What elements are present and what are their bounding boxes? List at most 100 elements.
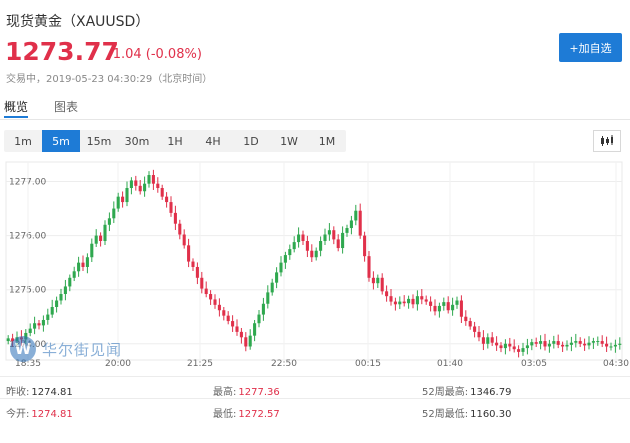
candle-body [116,196,120,209]
interval-4h[interactable]: 4H [205,134,221,148]
candle-body [305,241,309,251]
stat-value: 1277.36 [238,387,280,398]
chart-type-button[interactable] [593,130,621,152]
x-tick-label: 22:50 [271,359,297,369]
x-tick-label: 00:15 [355,359,381,369]
candle-body [226,315,230,322]
candle-body [301,234,305,242]
interval-selector: 1m 5m 15m 30m 1H 4H 1D 1W 1M [4,130,346,152]
candle-body [367,256,371,278]
candle-body [393,301,397,305]
candle-body [169,202,173,213]
interval-1m[interactable]: 1m [14,134,32,148]
watermark-logo: W 华尔街见闻 [10,336,122,362]
candle-body [217,304,221,311]
candle-body [200,277,204,289]
candle-body [583,343,587,346]
candle-body [486,337,490,344]
candle-body [574,341,578,343]
tab-overview[interactable]: 概览 [4,100,29,114]
candle-body [165,196,169,203]
interval-1mo[interactable]: 1M [318,134,336,148]
candle-body [50,306,54,315]
candle-body [402,301,406,304]
candle-body [490,337,494,343]
candle-body [503,343,507,349]
candle-body [451,304,455,311]
candle-body [539,341,543,344]
candle-body [407,298,411,304]
stat-52w-low: 52周最低: 1160.30 [422,405,511,420]
candle-body [565,344,569,347]
x-tick-label: 18:35 [15,359,41,369]
candle-body [420,296,424,300]
candle-body [363,235,367,257]
candle-body [371,277,375,284]
candle-body [508,343,512,347]
candle-body [90,243,94,258]
candle-body [495,342,499,346]
candle-body [587,342,591,346]
candle-body [72,271,76,278]
stat-label: 最低: [213,409,237,420]
stat-value: 1272.57 [238,409,280,420]
candle-body [195,266,199,278]
candle-body [187,245,191,262]
x-tick-label: 20:00 [105,359,131,369]
tab-bar: 概览 图表 [0,95,630,120]
candle-body [358,210,362,236]
candle-body [209,294,213,300]
interval-30m[interactable]: 30m [124,134,150,148]
candle-body [534,342,538,344]
candle-body [561,344,565,347]
candle-body [239,331,243,338]
stat-value: 1274.81 [31,387,73,398]
stat-label: 52周最低: [422,409,469,420]
candle-body [455,300,459,305]
stat-label: 今开: [6,409,30,420]
candle-body [547,343,551,347]
candle-body [424,299,428,302]
plot-frame [5,161,623,361]
interval-1h[interactable]: 1H [167,134,183,148]
candle-body [112,208,116,219]
interval-15m[interactable]: 15m [86,134,112,148]
stat-label: 昨收: [6,387,30,398]
candle-body [191,261,195,267]
interval-1d[interactable]: 1D [243,134,259,148]
candle-body [332,230,336,240]
stats-row: 昨收: 1274.81 最高: 1277.36 52周最高: 1346.79 [0,376,630,398]
candle-body [525,345,529,349]
interval-5m[interactable]: 5m [42,130,80,152]
candle-body [591,341,595,343]
candle-body [314,250,318,258]
candle-body [385,291,389,297]
candle-body [459,300,463,317]
candle-body [182,234,186,246]
add-to-watchlist-button[interactable]: +加自选 [559,33,622,62]
active-tab-indicator [4,116,28,118]
x-tick-label: 01:40 [437,359,463,369]
candle-body [275,272,279,283]
candle-body [512,346,516,350]
candle-body [477,331,481,338]
candle-body [336,239,340,249]
interval-1w[interactable]: 1W [280,134,298,148]
candle-body [345,228,349,233]
candle-body [297,234,301,243]
candle-body [596,341,600,343]
candle-body [473,326,477,332]
stat-value: 1274.81 [31,409,73,420]
candle-body [41,319,45,326]
stat-high: 最高: 1277.36 [213,383,280,398]
candle-body [129,180,133,189]
candle-body [349,220,353,229]
tab-chart[interactable]: 图表 [54,100,79,114]
candle-body [77,262,81,272]
stat-prev-close: 昨收: 1274.81 [6,383,73,398]
candle-body [134,180,138,186]
candle-body [68,277,72,287]
candle-body [618,343,622,345]
candle-body [569,342,573,345]
price-chart[interactable]: 1277.001276.001275.001274.0018:3520:0021… [0,160,630,370]
